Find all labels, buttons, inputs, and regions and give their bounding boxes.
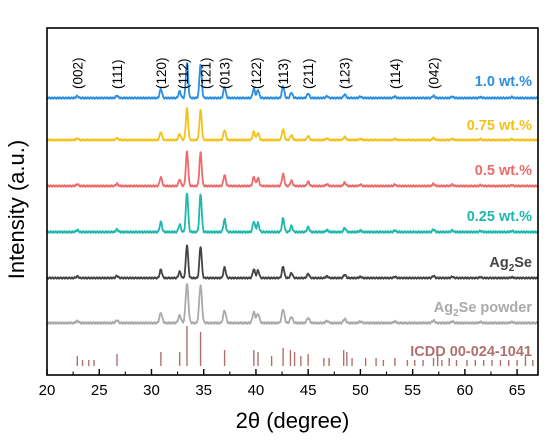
series-line-2 <box>46 150 539 188</box>
series-label-formula-sub: 2 <box>509 263 515 274</box>
series-line-0 <box>46 62 539 100</box>
peak-label-6: (122) <box>249 57 264 89</box>
series-label-formula-rest: Se powder <box>459 300 533 316</box>
peak-label-7: (113) <box>276 58 291 89</box>
series-label-3: 0.25 wt.% <box>467 209 532 225</box>
peak-label-5: (013) <box>218 57 233 89</box>
x-tick-label-65: 65 <box>509 382 526 399</box>
plot-frame <box>46 27 539 376</box>
series-label-formula-sub: 2 <box>453 308 459 319</box>
series-line-3 <box>46 192 539 234</box>
x-tick-label-50: 50 <box>352 382 369 399</box>
peak-label-0: (002) <box>70 57 85 89</box>
peak-labels-group: (002) (111) (120) (112) (121) (013) (122) (113)… <box>70 57 441 89</box>
peak-label-9: (123) <box>338 57 353 89</box>
x-tick-label-60: 60 <box>457 382 474 399</box>
peak-label-8: (211) <box>301 58 316 89</box>
series-label-1: 0.75 wt.% <box>467 118 532 134</box>
x-tick-label-20: 20 <box>39 382 56 399</box>
series-label-5: Ag2Se powder <box>434 300 533 319</box>
x-tick-label-35: 35 <box>195 382 212 399</box>
x-tick-label-45: 45 <box>300 382 317 399</box>
series-label-2: 0.5 wt.% <box>475 163 532 179</box>
traces-group <box>46 62 539 325</box>
peak-label-4: (121) <box>199 57 214 89</box>
series-line-4 <box>46 244 539 280</box>
x-axis: 20 25 30 35 40 45 50 55 60 65 <box>39 369 526 399</box>
x-tick-label-25: 25 <box>91 382 108 399</box>
x-tick-label-55: 55 <box>404 382 421 399</box>
peak-label-2: (120) <box>154 57 169 89</box>
series-line-5 <box>46 283 539 325</box>
reference-sticks-group <box>76 326 534 366</box>
x-tick-label-30: 30 <box>143 382 160 399</box>
x-tick-label-40: 40 <box>248 382 265 399</box>
peak-label-10: (114) <box>388 58 403 89</box>
series-line-1 <box>46 107 539 142</box>
series-labels-group: 1.0 wt.%0.75 wt.%0.5 wt.%0.25 wt.%Ag2SeA… <box>410 74 532 360</box>
reference-label: ICDD 00-024-1041 <box>410 344 532 360</box>
x-axis-label: 2θ (degree) <box>236 408 350 433</box>
series-label-formula-ag: Ag <box>434 300 453 316</box>
peak-label-1: (111) <box>110 59 125 89</box>
series-label-formula-ag: Ag <box>489 255 508 271</box>
peak-label-3: (112) <box>176 58 191 89</box>
y-axis-label: Intensity (a.u.) <box>4 140 29 279</box>
series-label-0: 1.0 wt.% <box>475 74 532 90</box>
series-label-4: Ag2Se <box>489 255 532 274</box>
series-label-formula-rest: Se <box>514 255 532 271</box>
peak-label-11: (042) <box>427 57 442 89</box>
